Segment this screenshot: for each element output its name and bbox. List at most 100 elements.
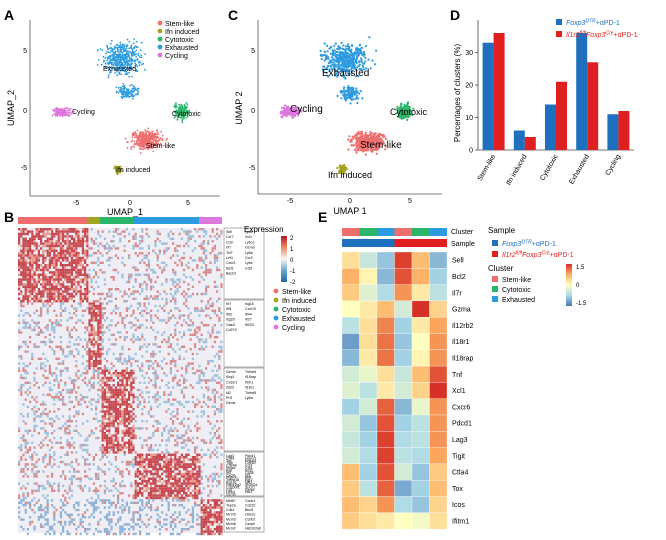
heatmap-e-cell	[341, 431, 360, 448]
panel-label-e: E	[318, 209, 327, 225]
gene-label: Ly6c2	[245, 240, 254, 244]
heatmap-b-scale-2: 2	[290, 236, 294, 242]
heatmap-e-cell	[394, 447, 413, 465]
heatmap-b-legend: Stem-like Ifn induced Cytotoxic Exhauste…	[273, 288, 316, 332]
heatmap-e-cell	[394, 382, 413, 399]
gene-label: Entpd1	[245, 459, 256, 463]
gene-label: Il21	[245, 473, 251, 477]
gene-label: Ly6e	[245, 230, 253, 234]
umap-a-legend-cytotoxic: Cytotoxic	[165, 37, 194, 44]
heatmap-e-cell	[376, 463, 395, 481]
heatmap-e-cell	[394, 431, 413, 448]
umap-c-label-ifn: Ifn induced	[328, 170, 372, 180]
gene-label: Xcl1	[245, 235, 252, 239]
gene-label: Ncr1	[245, 490, 253, 494]
heatmap-e-row-label: Xcl1	[452, 388, 466, 395]
gene-label: Cd160	[245, 461, 256, 465]
heatmap-e-sample-cell	[342, 239, 360, 247]
gene-label: Cxcr3	[226, 261, 235, 265]
heatmap-e-cell	[359, 268, 378, 285]
gene-label: Tnfrsf18	[226, 478, 239, 482]
heatmap-e-row-label: Ctla4	[452, 470, 468, 477]
umap-a-legend-stem: Stem-like	[165, 21, 194, 28]
gene-label: Ptger4	[226, 476, 237, 480]
gene-box	[223, 299, 265, 368]
heatmap-b-colorbar	[281, 236, 287, 282]
gene-label: Tnfrsf4	[245, 370, 256, 374]
umap-a-label-stem: Stem-like	[146, 143, 175, 150]
bar-d-bar	[607, 114, 619, 150]
gene-label: Ly6a	[245, 251, 253, 255]
heatmap-e-legend-cytotoxic: Cytotoxic	[502, 287, 531, 294]
heatmap-e-cell	[429, 382, 448, 399]
gene-label: Oasl1	[226, 323, 235, 327]
heatmap-e-cell	[411, 463, 430, 481]
heatmap-e-cell	[376, 512, 395, 530]
heatmap-e-cell	[359, 414, 378, 432]
heatmap-e-scale-low: -1.5	[576, 301, 587, 307]
heatmap-e-cell	[429, 447, 448, 465]
umap-c-xtick-0: 0	[348, 198, 352, 205]
heatmap-e-cluster-cell	[429, 228, 447, 236]
cluster-points-ifn	[336, 164, 348, 175]
heatmap-e-cell	[359, 382, 378, 399]
heatmap-e-cell	[394, 251, 413, 269]
bar-d-ytick-label: 10	[465, 115, 473, 122]
panel-label-b: B	[4, 209, 14, 225]
umap-a-xlabel: UMAP_1	[107, 207, 143, 217]
heatmap-e-cell	[376, 300, 395, 318]
gene-box	[223, 496, 265, 533]
heatmap-e-cell	[429, 463, 448, 481]
heatmap-e-row-label: Il7r	[452, 290, 462, 297]
bar-d-bar	[524, 137, 536, 150]
gene-label: Lef1	[226, 256, 233, 260]
heatmap-e-cluster-cell	[377, 228, 395, 236]
heatmap-e-cell	[341, 480, 360, 497]
cluster-points-cytotoxic	[173, 101, 191, 124]
umap-c-label-stem: Stem-like	[360, 140, 402, 151]
bar-d-bar	[482, 42, 494, 150]
gene-label: Cd7	[226, 488, 233, 492]
heatmap-e-cell	[411, 447, 430, 465]
heatmap-e-cell	[394, 414, 413, 432]
gene-label: Zeb2	[226, 386, 234, 390]
heatmap-e-cell	[376, 268, 395, 285]
heatmap-e-cell	[429, 414, 448, 432]
umap-c-label-cycling: Cycling	[290, 104, 323, 115]
gene-label: Birc5	[245, 508, 253, 512]
bar-d-category-label: Exhausted	[568, 153, 591, 185]
heatmap-b-cluster-bar	[18, 217, 88, 224]
cluster-points-exhausted	[319, 36, 378, 80]
umap-c-xlabel: UMAP 1	[333, 206, 366, 216]
heatmap-e-cell	[429, 300, 448, 318]
gene-label: Cxcl10	[245, 307, 256, 311]
umap-a-ylabel: UMAP_2	[6, 90, 16, 126]
gene-label: Isg20	[226, 318, 235, 322]
gene-label: Cxcr6	[226, 473, 235, 477]
heatmap-e-cell	[394, 365, 413, 383]
heatmap-e-cell	[411, 251, 430, 269]
gene-label: Ccl3	[245, 464, 252, 468]
heatmap-b-legend-exhausted: Exhausted	[282, 316, 315, 323]
gene-box	[223, 451, 265, 497]
gene-label: Ly6e	[245, 261, 253, 265]
bar-d-ytick-label: 0	[469, 148, 473, 155]
bar-d-bar	[513, 130, 525, 150]
heatmap-e-cluster-cell	[394, 228, 412, 236]
gene-label: Il7r	[226, 246, 232, 250]
heatmap-e-cell	[341, 447, 360, 465]
umap-c-ytick-neg5: -5	[249, 165, 255, 172]
gene-label: Mcm6	[226, 522, 236, 526]
heatmap-e-cell	[411, 398, 430, 416]
bar-chart-d: 0 10 20 30 Stem-like Ifn induced Cytotoxic Exha…	[465, 20, 634, 187]
heatmap-e-annot-cluster: Cluster	[451, 229, 474, 236]
gene-label: Nfil3	[245, 481, 252, 485]
heatmap-e-cell	[359, 512, 378, 530]
panel-label-c: C	[228, 7, 238, 23]
heatmap-e-cell	[411, 431, 430, 448]
cluster-points-stem	[347, 130, 387, 156]
heatmap-e-row-label: Il12rb2	[452, 323, 474, 330]
gene-label: Sell	[226, 230, 232, 234]
heatmap-e-cell	[429, 268, 448, 285]
heatmap-e-cell	[359, 317, 378, 334]
